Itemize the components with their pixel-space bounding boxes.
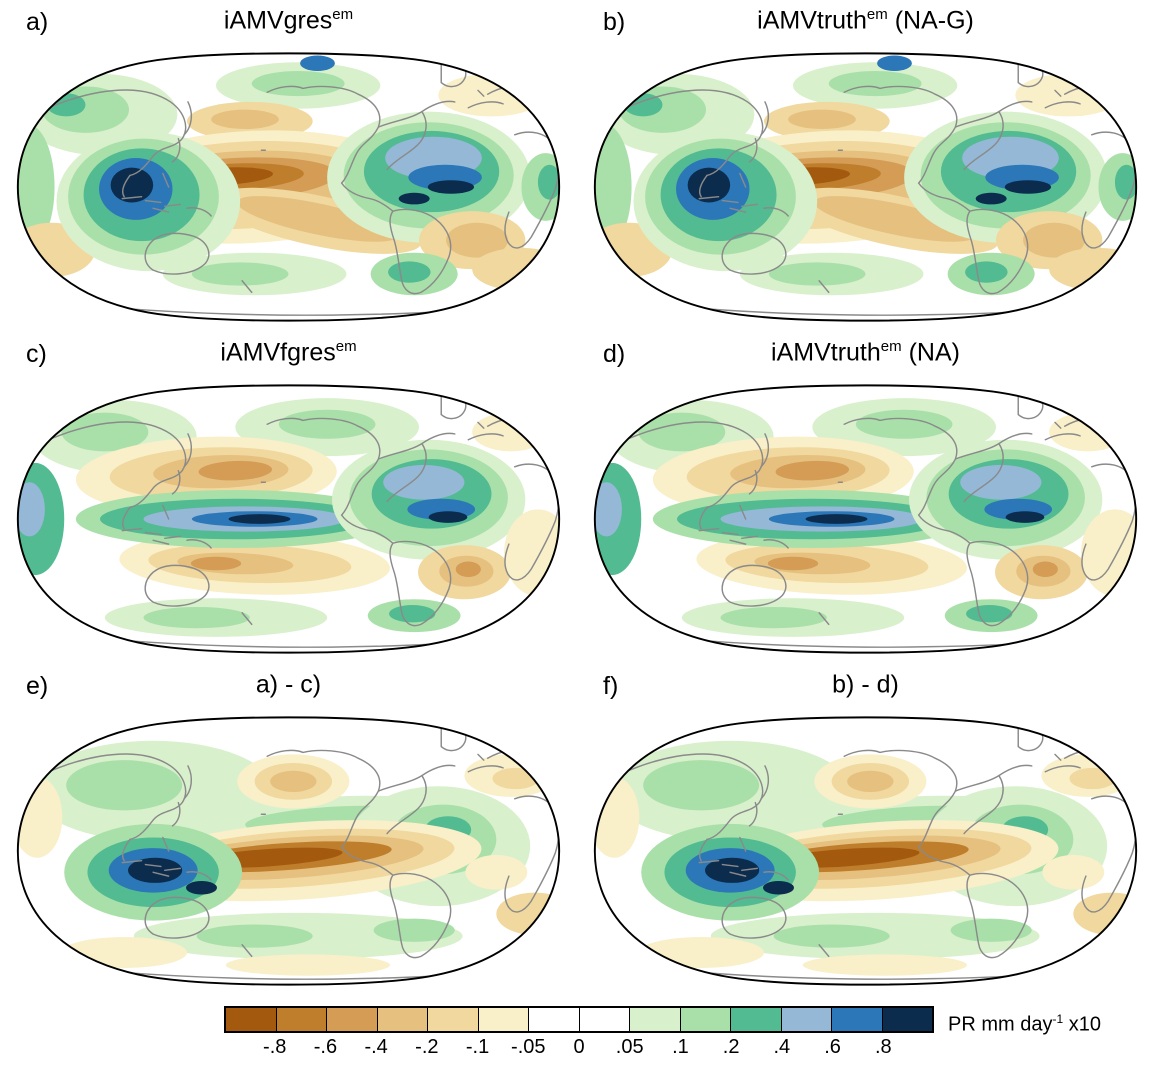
colorbar-cell	[427, 1008, 478, 1031]
panel-title-superscript: em	[332, 6, 354, 23]
colorbar-cell	[881, 1008, 932, 1031]
colorbar-cell	[629, 1008, 680, 1031]
panel-title-suffix: (NA)	[901, 338, 960, 367]
panel-header: a) iAMVgresem	[0, 0, 577, 42]
panel-label: e)	[26, 672, 49, 700]
panel-header: e) a) - c)	[0, 664, 577, 706]
colorbar-tick-label: .4	[773, 1036, 791, 1058]
world-map-f	[593, 716, 1138, 986]
map-panel-b: b) iAMVtruthem (NA-G)	[577, 0, 1154, 332]
colorbar-block: -.8 -.6 -.4 -.2 -.1 -.05 0 .05 .1 .2 .4 .6 .8 PR mm …	[224, 1006, 1154, 1061]
panel-title: iAMVtruthem (NA)	[577, 338, 1154, 367]
precipitation-field-layer	[17, 55, 560, 296]
colorbar-tick-label: .1	[672, 1036, 689, 1058]
panel-header: c) iAMVfgresem	[0, 332, 577, 374]
colorbar-tick-label: .8	[874, 1036, 892, 1058]
colorbar-tick-label: -.6	[313, 1036, 338, 1058]
colorbar-cell	[679, 1008, 730, 1031]
panel-title-text: iAMVgres	[223, 6, 333, 35]
colorbar-cell	[477, 1008, 528, 1031]
panel-title-text: iAMVtruth	[757, 6, 867, 35]
panel-header: d) iAMVtruthem (NA)	[577, 332, 1154, 374]
panel-title-suffix: (NA-G)	[887, 6, 974, 35]
colorbar-label-superscript: -1	[1052, 1012, 1064, 1026]
colorbar-tick-label: -.05	[511, 1036, 546, 1058]
colorbar-tick-label: -.1	[465, 1036, 490, 1058]
panel-title-superscript: em	[880, 338, 902, 355]
colorbar-cell	[226, 1008, 276, 1031]
colorbar-cell	[730, 1008, 781, 1031]
precipitation-field-layer	[594, 55, 1137, 296]
panel-title: a) - c)	[0, 670, 577, 699]
colorbar-tick-label: -.2	[415, 1036, 439, 1058]
map-panel-c: c) iAMVfgresem	[0, 332, 577, 664]
colorbar-cell	[578, 1008, 629, 1031]
panel-header: f) b) - d)	[577, 664, 1154, 706]
colorbar-tick-label: -.4	[364, 1036, 388, 1058]
colorbar-label: PR mm day-1 x10	[948, 1006, 1101, 1039]
panel-title-text: b) - d)	[832, 670, 899, 699]
panel-title-superscript: em	[335, 338, 357, 355]
colorbar	[224, 1006, 934, 1033]
colorbar-cell	[376, 1008, 427, 1031]
panel-title: iAMVfgresem	[0, 338, 577, 367]
colorbar-tick-label: -.8	[263, 1036, 287, 1058]
colorbar-tick-label: .6	[824, 1036, 841, 1058]
panel-grid: a) iAMVgresem b) iAMVtruthem (NA-G)	[0, 0, 1154, 996]
colorbar-ticks: -.8 -.6 -.4 -.2 -.1 -.05 0 .05 .1 .2 .4 .6 .8	[224, 1033, 934, 1061]
map-panel-e: e) a) - c)	[0, 664, 577, 996]
colorbar-tick-label: .05	[615, 1036, 644, 1058]
map-panel-f: f) b) - d)	[577, 664, 1154, 996]
panel-title-text: a) - c)	[255, 670, 322, 699]
colorbar-cell	[326, 1008, 377, 1031]
colorbar-tick-label: 0	[573, 1036, 585, 1058]
panel-title-text: iAMVfgres	[220, 338, 336, 367]
panel-title: b) - d)	[577, 670, 1154, 699]
map-panel-a: a) iAMVgresem	[0, 0, 577, 332]
colorbar-cell	[780, 1008, 831, 1031]
colorbar-label-text: PR mm day	[948, 1013, 1053, 1036]
panel-label: c)	[26, 340, 47, 368]
colorbar-tick-label: .2	[722, 1036, 740, 1058]
panel-title-superscript: em	[866, 6, 888, 23]
panel-label: f)	[603, 672, 619, 700]
world-map-e	[16, 716, 561, 986]
map-panel-d: d) iAMVtruthem (NA)	[577, 332, 1154, 664]
panel-label: a)	[26, 8, 49, 36]
panel-title: iAMVtruthem (NA-G)	[577, 6, 1154, 35]
world-map-d	[593, 384, 1138, 654]
panel-label: b)	[603, 8, 626, 36]
colorbar-wrap: -.8 -.6 -.4 -.2 -.1 -.05 0 .05 .1 .2 .4 .6 .8	[224, 1006, 934, 1061]
panel-label: d)	[603, 340, 626, 368]
colorbar-cell	[275, 1008, 326, 1031]
colorbar-label-suffix: x10	[1063, 1013, 1101, 1036]
world-map-a	[16, 52, 561, 322]
world-map-b	[593, 52, 1138, 322]
panel-title-text: iAMVtruth	[771, 338, 881, 367]
colorbar-cell	[831, 1008, 882, 1031]
colorbar-cell	[528, 1008, 579, 1031]
panel-header: b) iAMVtruthem (NA-G)	[577, 0, 1154, 42]
world-map-c	[16, 384, 561, 654]
panel-title: iAMVgresem	[0, 6, 577, 35]
